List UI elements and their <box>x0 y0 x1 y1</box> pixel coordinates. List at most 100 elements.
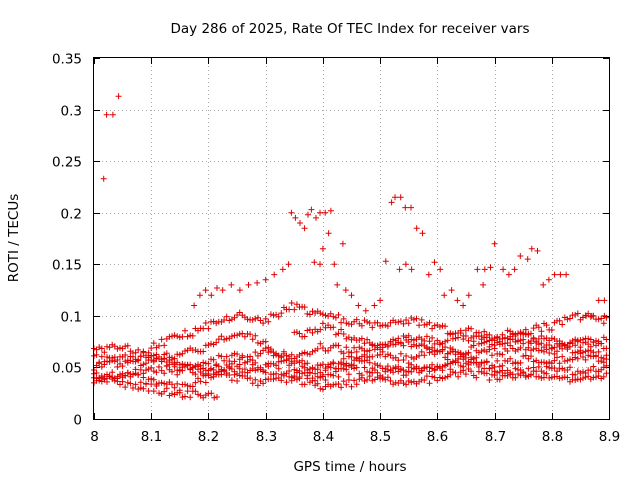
data-point <box>171 332 178 339</box>
data-point <box>257 317 264 324</box>
data-point <box>148 381 155 388</box>
data-point <box>335 373 342 380</box>
data-point <box>504 327 511 334</box>
data-point <box>327 310 334 317</box>
data-point <box>132 381 139 388</box>
data-point <box>535 341 542 348</box>
data-point <box>257 364 264 371</box>
data-point <box>148 375 155 382</box>
data-point <box>541 335 547 342</box>
data-point <box>335 330 342 337</box>
data-point <box>382 341 389 348</box>
data-point <box>117 381 123 388</box>
data-point <box>317 326 324 333</box>
data-point <box>366 320 373 326</box>
data-point <box>275 365 282 372</box>
data-point <box>228 366 235 372</box>
data-point <box>574 310 581 317</box>
data-point <box>465 292 472 299</box>
data-point <box>231 358 238 365</box>
y-tick-label: 0.15 <box>52 258 82 274</box>
data-point <box>371 360 378 367</box>
data-point <box>182 327 188 334</box>
data-point <box>517 253 524 259</box>
data-point <box>119 363 126 370</box>
data-point <box>541 374 547 381</box>
data-point <box>489 352 495 359</box>
data-point <box>483 359 490 366</box>
data-point <box>403 317 410 323</box>
data-point <box>434 377 441 384</box>
data-point <box>241 366 248 373</box>
data-point <box>317 261 323 268</box>
data-point <box>421 337 428 344</box>
data-point <box>330 359 337 366</box>
data-point <box>104 378 110 385</box>
data-point <box>525 365 532 372</box>
data-point <box>176 366 183 373</box>
data-point <box>505 271 512 278</box>
data-point <box>161 388 168 395</box>
data-point <box>161 356 168 362</box>
data-point <box>580 368 586 375</box>
data-point <box>299 357 306 364</box>
data-point <box>588 312 595 319</box>
data-point <box>325 361 332 368</box>
data-point <box>426 380 433 387</box>
data-point <box>348 349 355 356</box>
data-point <box>502 335 508 342</box>
data-point <box>509 360 516 367</box>
data-point <box>265 318 272 325</box>
data-point <box>587 347 594 354</box>
data-point <box>169 368 175 375</box>
data-point <box>288 351 295 358</box>
data-point <box>408 379 415 386</box>
data-point <box>543 322 550 329</box>
data-point <box>496 336 503 342</box>
y-tick-label: 0.05 <box>52 361 82 377</box>
data-point <box>205 370 212 377</box>
data-point <box>447 366 454 373</box>
data-point <box>384 363 391 370</box>
data-point <box>403 353 410 359</box>
data-point <box>306 311 313 318</box>
data-point <box>364 318 371 325</box>
data-point <box>395 368 402 375</box>
data-point <box>292 214 299 221</box>
data-point <box>171 355 178 362</box>
data-point <box>270 376 277 383</box>
data-point <box>556 360 563 367</box>
data-point <box>257 350 264 357</box>
data-point <box>348 292 355 299</box>
data-point <box>245 281 252 288</box>
data-point <box>590 349 597 356</box>
data-point <box>124 357 131 364</box>
data-point <box>306 379 313 386</box>
data-point <box>215 368 222 375</box>
data-point <box>163 385 170 392</box>
data-point <box>153 383 160 389</box>
data-point <box>593 353 599 360</box>
data-point <box>135 386 142 393</box>
data-point <box>252 376 259 383</box>
data-point <box>213 362 220 369</box>
data-point <box>528 347 534 354</box>
data-point <box>403 372 410 379</box>
data-point <box>416 342 423 349</box>
data-point <box>283 379 290 386</box>
data-point <box>504 348 511 354</box>
data-point <box>436 365 443 372</box>
data-point <box>299 350 306 357</box>
data-point <box>421 377 428 384</box>
data-point <box>534 247 541 254</box>
data-point <box>580 349 586 356</box>
data-point <box>312 366 319 373</box>
data-point <box>100 175 107 182</box>
data-point <box>239 330 246 337</box>
data-point <box>448 287 455 294</box>
data-point <box>195 366 201 373</box>
data-point <box>351 377 358 384</box>
data-point <box>109 374 116 381</box>
data-point <box>278 353 285 360</box>
data-point <box>582 348 589 355</box>
